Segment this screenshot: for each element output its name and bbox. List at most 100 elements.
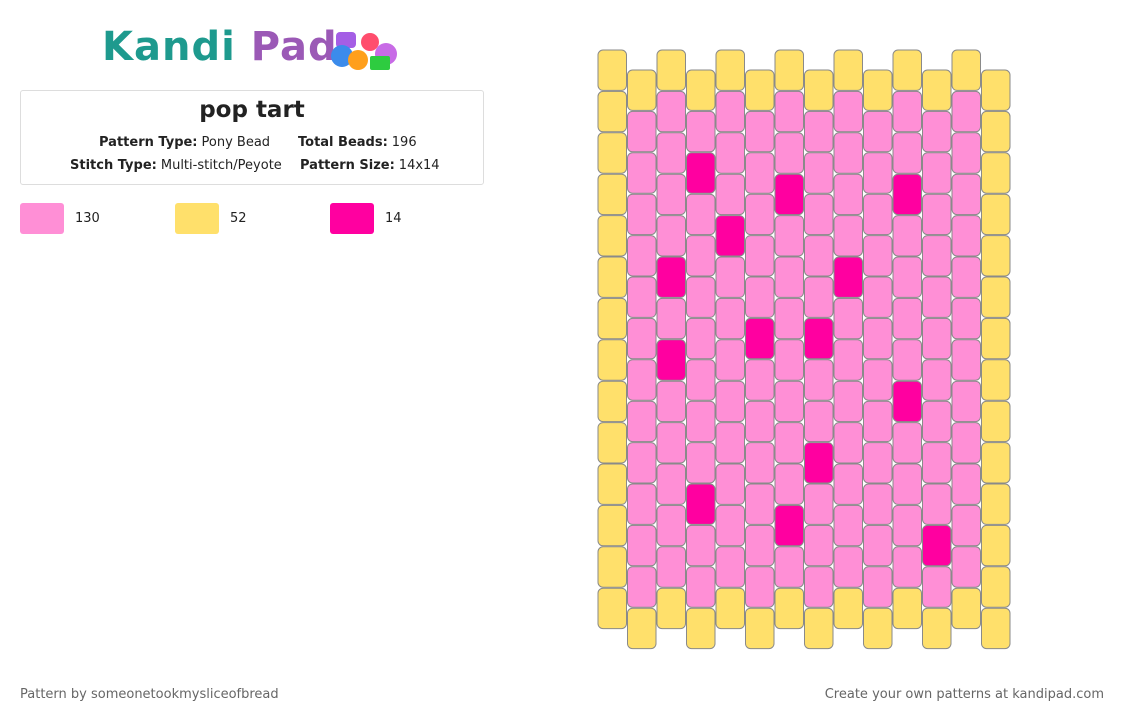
- bead[interactable]: [774, 463, 804, 505]
- bead[interactable]: [745, 566, 775, 608]
- bead[interactable]: [774, 173, 804, 216]
- bead[interactable]: [774, 504, 804, 547]
- bead[interactable]: [627, 524, 657, 567]
- bead[interactable]: [656, 463, 686, 505]
- bead[interactable]: [686, 442, 716, 484]
- bead[interactable]: [981, 483, 1011, 525]
- bead[interactable]: [951, 132, 981, 174]
- bead[interactable]: [774, 380, 804, 423]
- bead[interactable]: [922, 317, 952, 360]
- bead[interactable]: [745, 317, 775, 360]
- bead[interactable]: [686, 193, 716, 236]
- bead[interactable]: [951, 339, 981, 381]
- bead[interactable]: [774, 339, 804, 381]
- bead[interactable]: [715, 215, 745, 257]
- bead[interactable]: [715, 256, 745, 298]
- bead[interactable]: [833, 422, 863, 464]
- bead[interactable]: [597, 339, 627, 381]
- bead[interactable]: [774, 132, 804, 174]
- bead[interactable]: [597, 90, 627, 133]
- bead[interactable]: [686, 400, 716, 443]
- bead[interactable]: [892, 256, 922, 298]
- bead[interactable]: [863, 152, 893, 194]
- bead[interactable]: [892, 90, 922, 133]
- bead[interactable]: [627, 483, 657, 525]
- bead[interactable]: [804, 566, 834, 608]
- bead[interactable]: [686, 152, 716, 194]
- bead[interactable]: [833, 49, 863, 91]
- bead[interactable]: [951, 504, 981, 547]
- bead[interactable]: [627, 317, 657, 360]
- color-swatch[interactable]: [175, 203, 219, 234]
- bead[interactable]: [686, 359, 716, 401]
- bead[interactable]: [597, 132, 627, 174]
- bead[interactable]: [715, 173, 745, 216]
- bead[interactable]: [922, 276, 952, 318]
- bead[interactable]: [656, 256, 686, 298]
- bead[interactable]: [804, 524, 834, 567]
- bead[interactable]: [981, 193, 1011, 236]
- logo[interactable]: Kandi Pad: [102, 24, 338, 70]
- bead[interactable]: [833, 132, 863, 174]
- bead[interactable]: [627, 193, 657, 236]
- bead[interactable]: [774, 297, 804, 340]
- bead[interactable]: [715, 422, 745, 464]
- bead[interactable]: [656, 339, 686, 381]
- bead[interactable]: [774, 49, 804, 91]
- bead[interactable]: [774, 546, 804, 588]
- bead[interactable]: [715, 587, 745, 630]
- bead[interactable]: [892, 215, 922, 257]
- bead[interactable]: [863, 566, 893, 608]
- bead[interactable]: [597, 215, 627, 257]
- bead[interactable]: [627, 400, 657, 443]
- bead[interactable]: [804, 152, 834, 194]
- bead[interactable]: [774, 215, 804, 257]
- bead[interactable]: [656, 546, 686, 588]
- bead[interactable]: [597, 297, 627, 340]
- bead[interactable]: [804, 110, 834, 153]
- bead[interactable]: [656, 380, 686, 423]
- bead[interactable]: [627, 69, 657, 111]
- bead[interactable]: [863, 276, 893, 318]
- bead[interactable]: [656, 132, 686, 174]
- bead[interactable]: [627, 566, 657, 608]
- bead[interactable]: [863, 483, 893, 525]
- bead[interactable]: [804, 359, 834, 401]
- bead[interactable]: [981, 276, 1011, 318]
- bead[interactable]: [922, 524, 952, 567]
- bead[interactable]: [922, 442, 952, 484]
- bead[interactable]: [804, 276, 834, 318]
- bead[interactable]: [863, 317, 893, 360]
- bead[interactable]: [892, 504, 922, 547]
- bead[interactable]: [922, 193, 952, 236]
- bead[interactable]: [981, 566, 1011, 608]
- bead[interactable]: [951, 422, 981, 464]
- bead[interactable]: [774, 90, 804, 133]
- bead[interactable]: [686, 524, 716, 567]
- bead[interactable]: [892, 422, 922, 464]
- bead[interactable]: [951, 546, 981, 588]
- bead[interactable]: [922, 483, 952, 525]
- bead[interactable]: [833, 215, 863, 257]
- bead[interactable]: [715, 339, 745, 381]
- bead[interactable]: [922, 152, 952, 194]
- bead[interactable]: [686, 317, 716, 360]
- bead[interactable]: [745, 607, 775, 650]
- bead[interactable]: [745, 359, 775, 401]
- bead[interactable]: [656, 173, 686, 216]
- bead[interactable]: [597, 546, 627, 588]
- bead[interactable]: [745, 110, 775, 153]
- promo-link[interactable]: Create your own patterns at kandipad.com: [824, 687, 1104, 702]
- bead[interactable]: [597, 49, 627, 91]
- bead[interactable]: [656, 297, 686, 340]
- bead[interactable]: [922, 359, 952, 401]
- bead[interactable]: [745, 235, 775, 277]
- bead[interactable]: [745, 276, 775, 318]
- bead[interactable]: [656, 215, 686, 257]
- bead[interactable]: [892, 297, 922, 340]
- bead[interactable]: [745, 524, 775, 567]
- bead[interactable]: [892, 463, 922, 505]
- bead[interactable]: [686, 566, 716, 608]
- bead[interactable]: [863, 235, 893, 277]
- bead[interactable]: [715, 90, 745, 133]
